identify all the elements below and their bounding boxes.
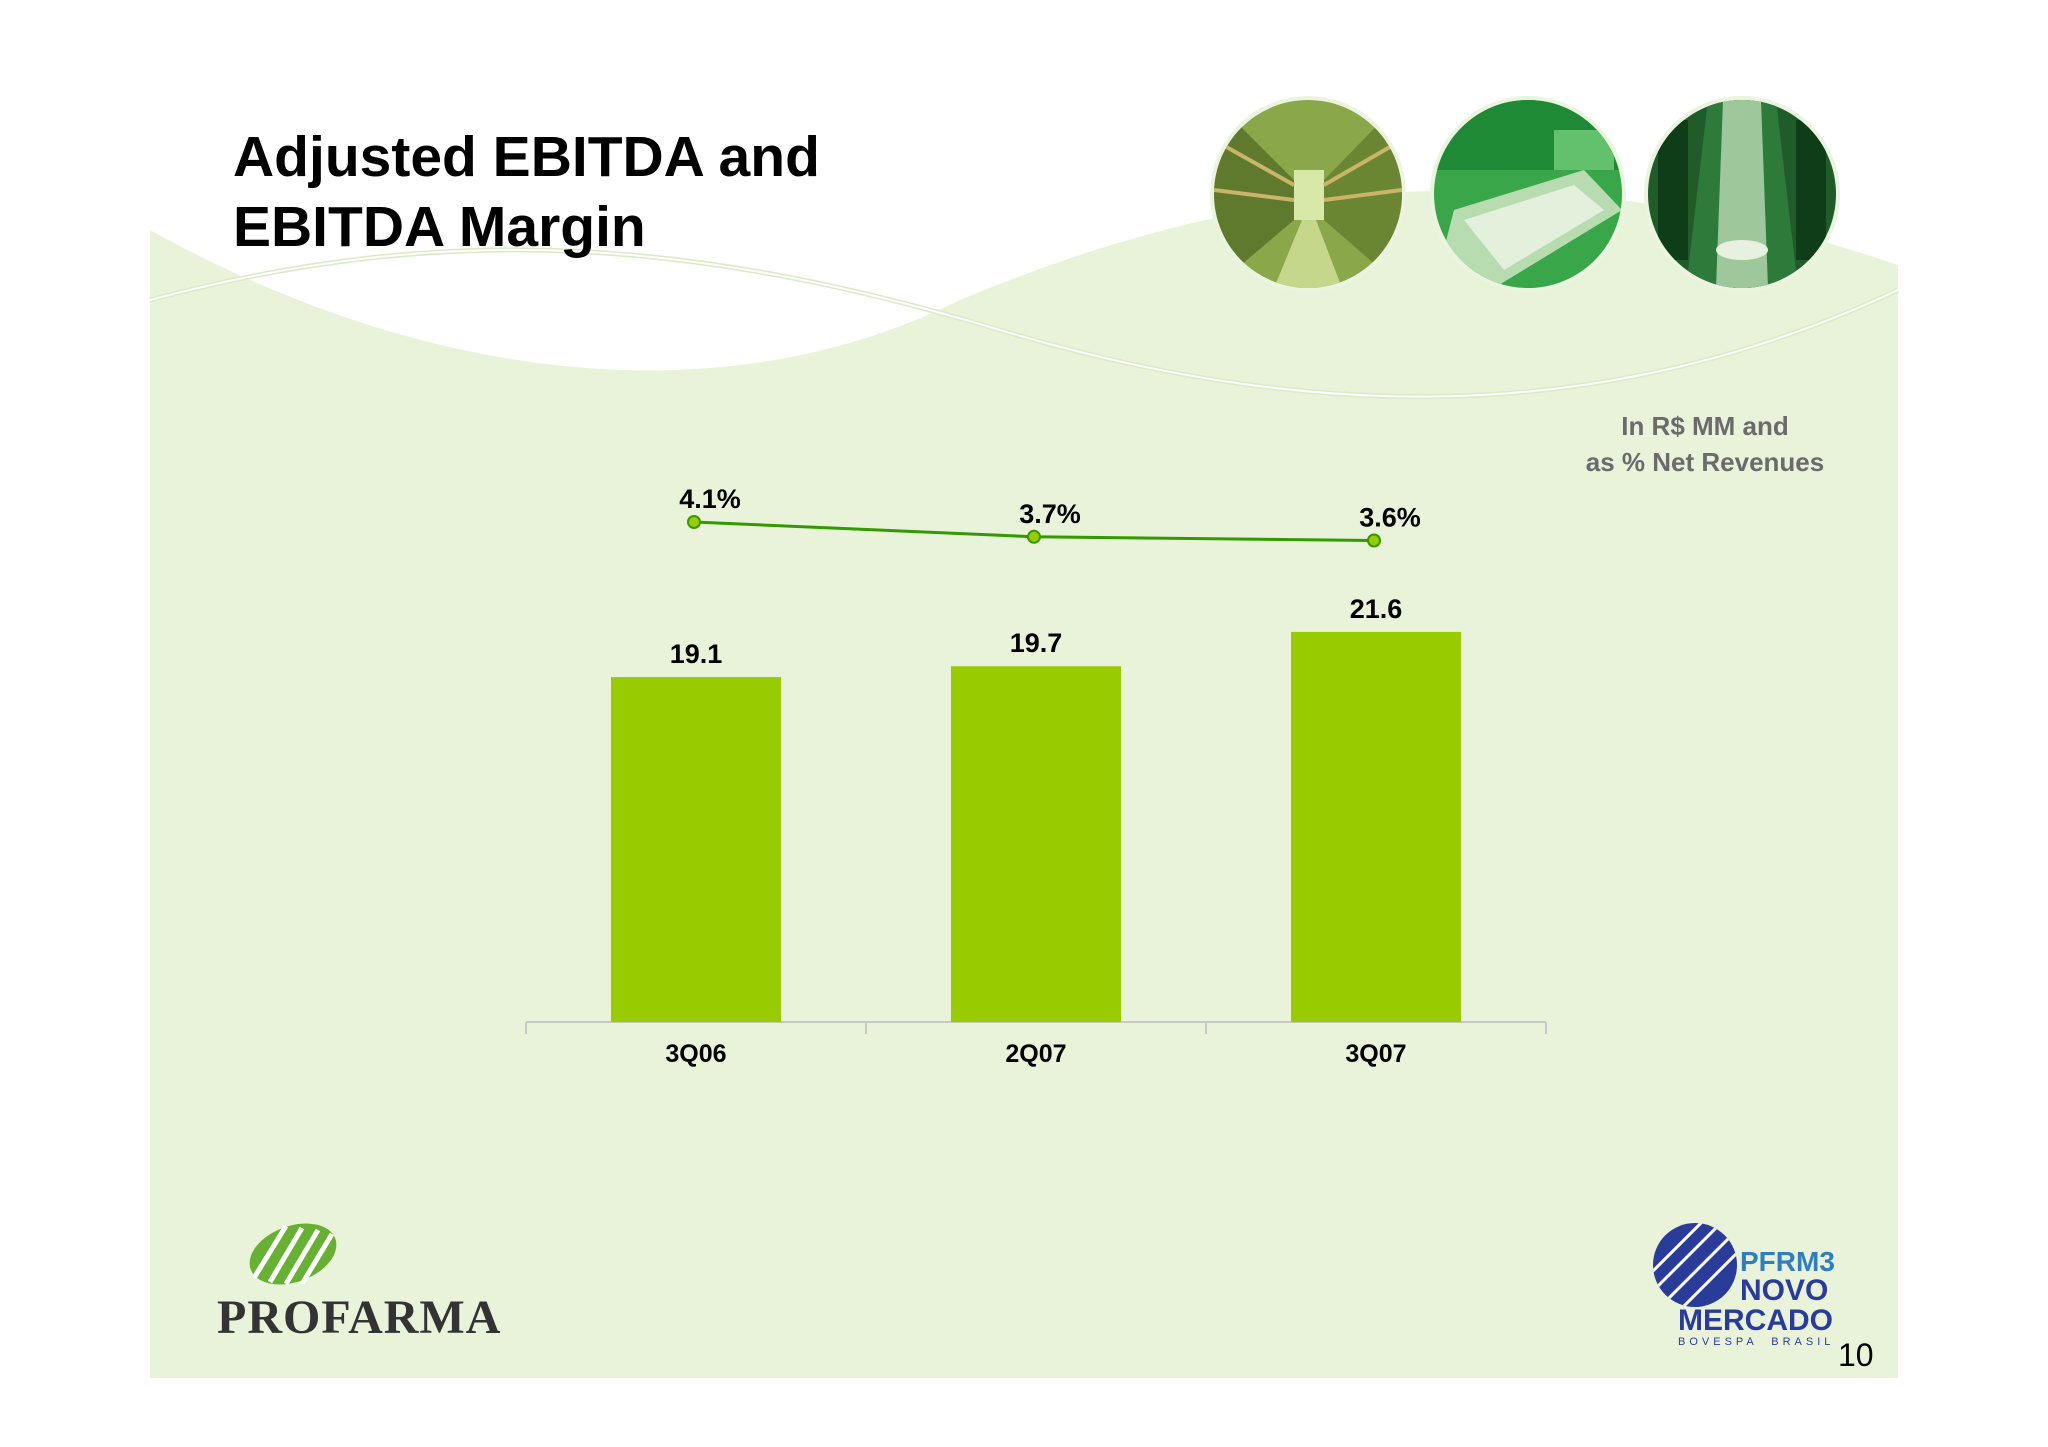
bar-value-label: 19.7 [1010,628,1063,658]
margin-value-label: 3.7% [1019,499,1081,529]
margin-value-label: 4.1% [679,484,741,514]
page-number: 10 [1838,1337,1874,1373]
mercado-text: MERCADO [1678,1304,1833,1337]
unit-label: In R$ MM and as % Net Revenues [1540,408,1870,480]
novo-mercado-globe-icon [1653,1223,1737,1307]
bar [611,677,781,1022]
x-tick-label: 3Q06 [665,1040,726,1068]
novo-text: NOVO [1740,1274,1829,1307]
margin-point [687,515,701,529]
bar [951,666,1121,1022]
margin-point [1027,529,1041,544]
warehouse-photo [1210,96,1406,292]
page-title: Adjusted EBITDA and EBITDA Margin [233,122,820,262]
profarma-logo-text: PROFARMA [217,1291,502,1344]
exchange-text: BOVESPA BRASIL [1678,1336,1835,1348]
bar-value-label: 21.6 [1350,594,1403,624]
unit-line-2: as % Net Revenues [1585,447,1825,477]
x-tick-label: 3Q07 [1345,1040,1406,1068]
bar-value-label: 19.1 [670,639,723,669]
x-tick-label: 2Q07 [1005,1040,1066,1068]
title-line-1: Adjusted EBITDA and [233,125,820,189]
margin-point [1367,533,1381,548]
title-line-2: EBITDA Margin [233,195,646,259]
ticker-text: PFRM3 [1740,1246,1835,1277]
margin-value-label: 3.6% [1359,503,1421,533]
bar [1291,631,1461,1022]
unit-line-1: In R$ MM and [1621,411,1789,441]
profarma-leaf-icon [249,1223,337,1286]
machine-photo [1644,96,1840,292]
